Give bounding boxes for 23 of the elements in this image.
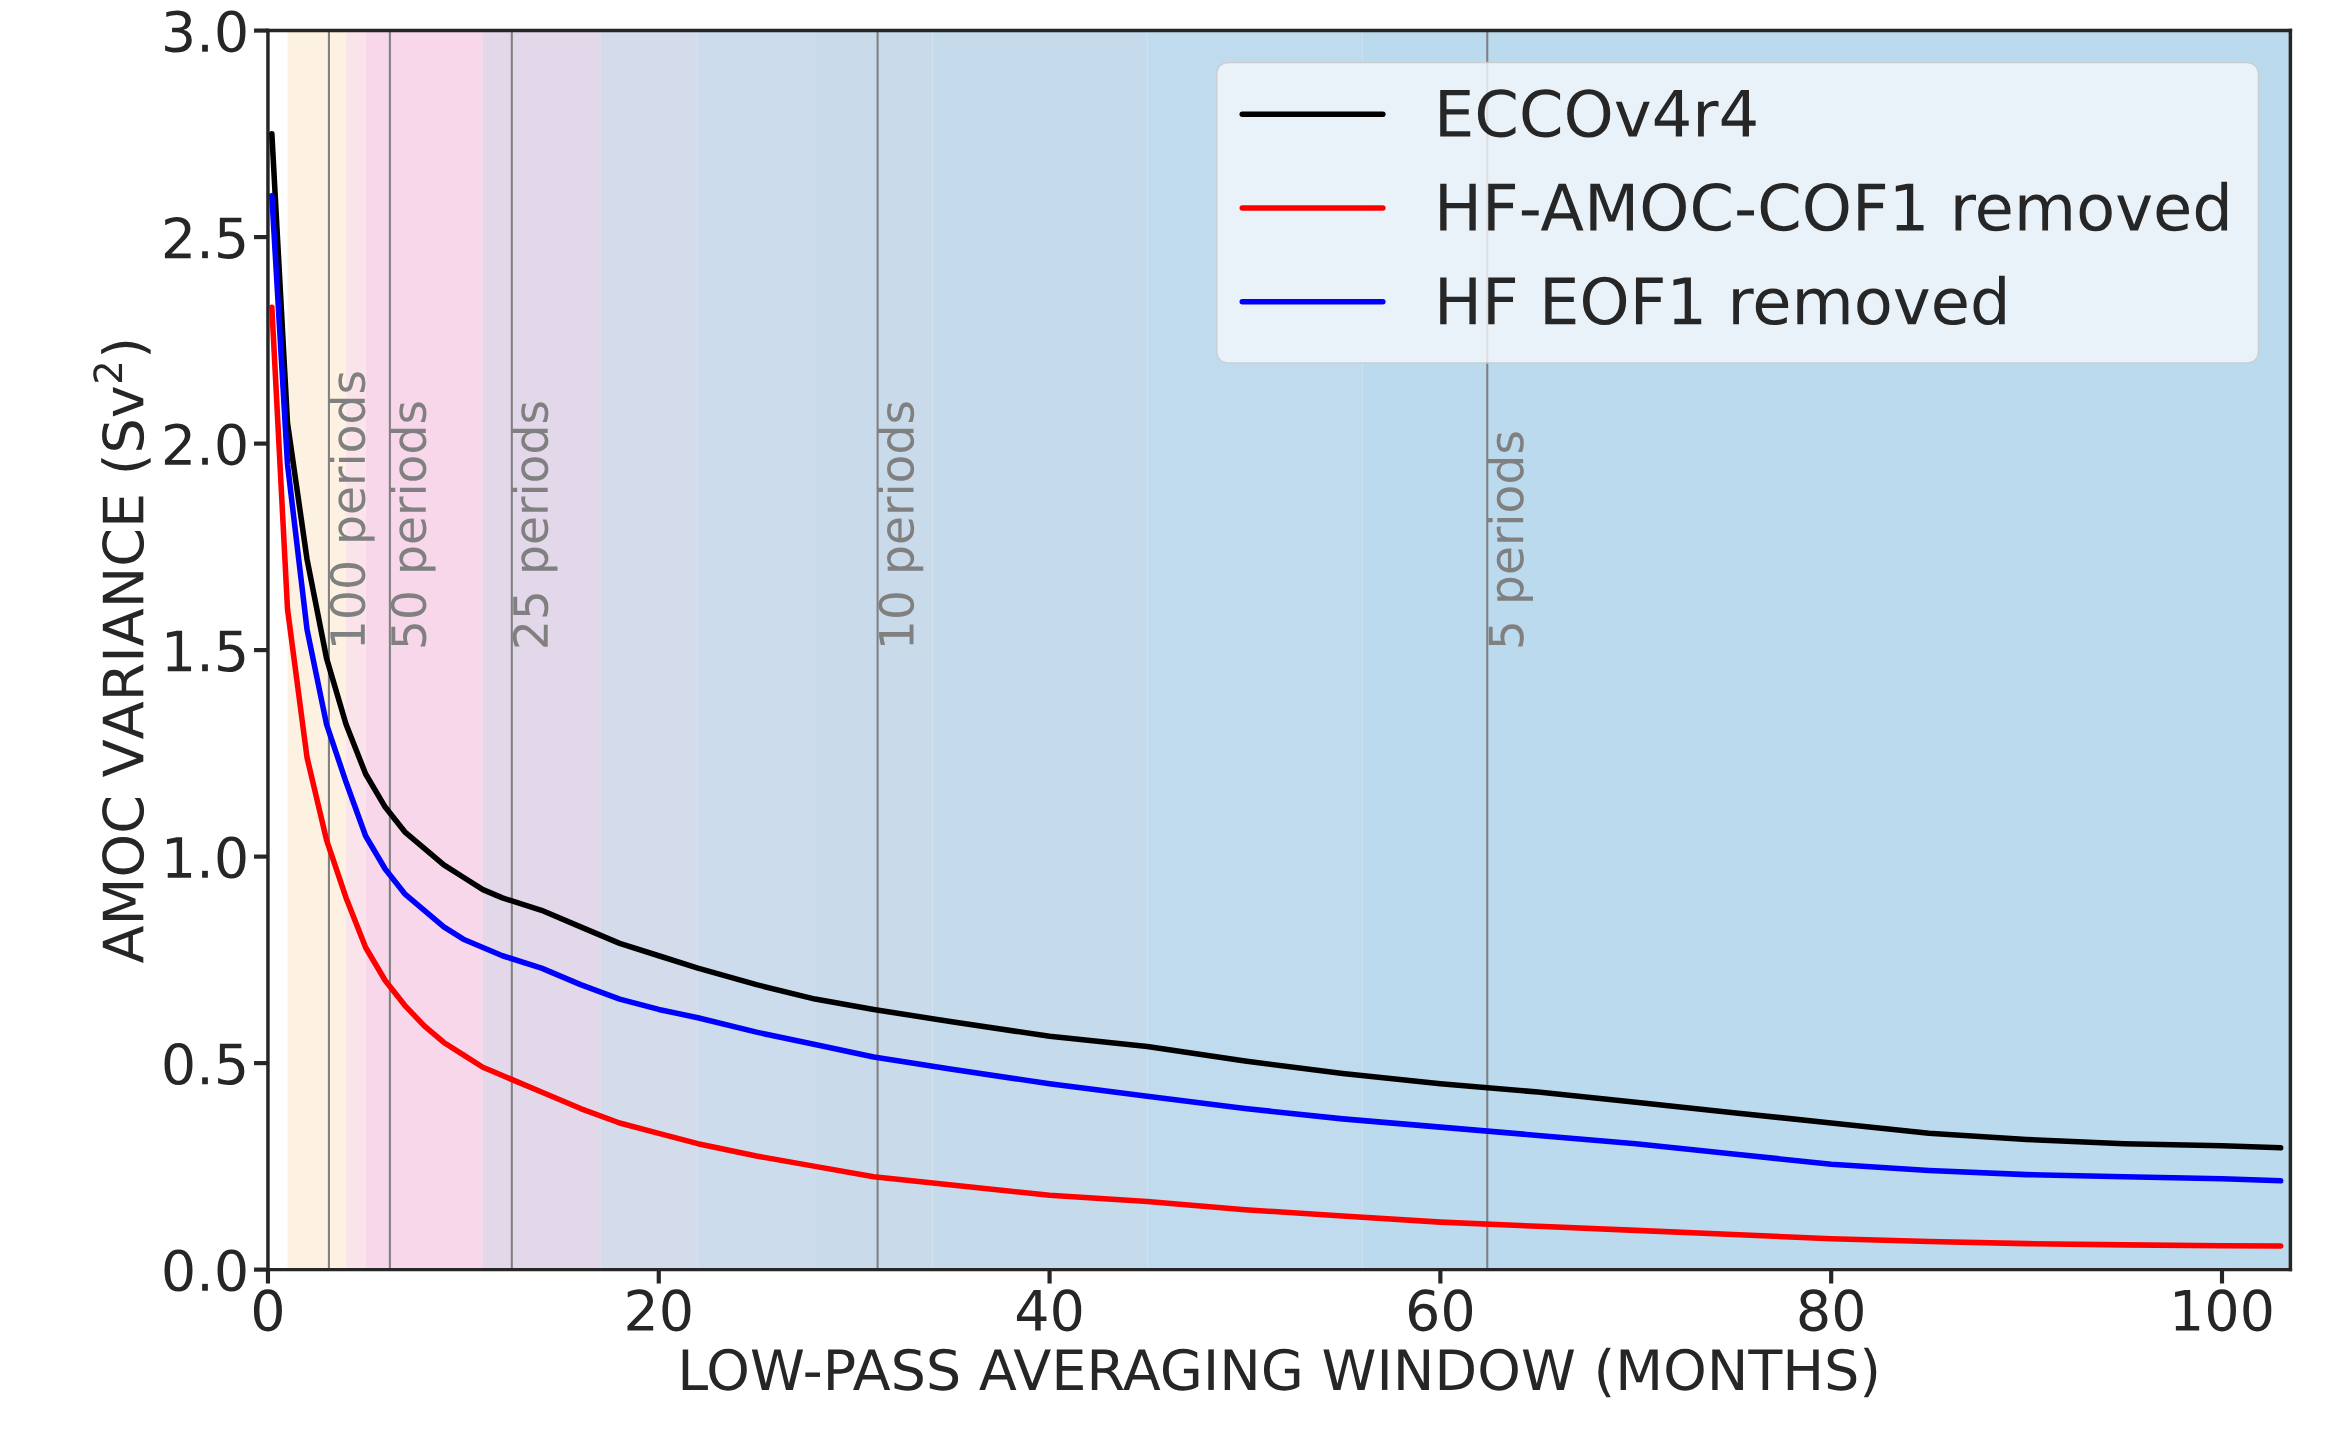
- y-tick-label: 2.5: [164, 216, 245, 259]
- x-tick-label: 20: [627, 1289, 691, 1332]
- y-tick-label: 0.0: [164, 1249, 246, 1292]
- legend-label: HF EOF1 removed: [1440, 275, 2005, 326]
- x-tick-label: 100: [2175, 1289, 2272, 1332]
- ref-line-label: 10 periods: [877, 402, 924, 645]
- y-tick-label: 1.0: [166, 836, 246, 879]
- y-axis-title: AMOC VARIANCE (Sv$^{2}$): [93, 341, 151, 963]
- x-tick-label: 40: [1016, 1289, 1082, 1332]
- ref-line-label: 100 periods: [328, 372, 375, 645]
- legend-label: ECCOv4r4: [1440, 89, 1756, 138]
- ref-line-label: 25 periods: [511, 402, 558, 647]
- y-tick-label: 1.5: [166, 630, 245, 672]
- y-tick-label: 0.5: [164, 1043, 245, 1086]
- ref-line-label: 5 periods: [1487, 432, 1533, 647]
- x-tick-label: 80: [1799, 1289, 1863, 1332]
- x-tick-label: 0: [253, 1289, 282, 1332]
- x-axis-title: LOW-PASS AVERAGING WINDOW (MONTHS): [682, 1347, 1877, 1398]
- ref-line-label: 50 periods: [389, 402, 436, 647]
- y-tick-label: 3.0: [165, 10, 246, 53]
- legend-label: HF-AMOC-COF1 removed: [1440, 181, 2228, 232]
- y-tick-label: 2.0: [164, 423, 246, 466]
- x-tick-label: 60: [1408, 1289, 1473, 1332]
